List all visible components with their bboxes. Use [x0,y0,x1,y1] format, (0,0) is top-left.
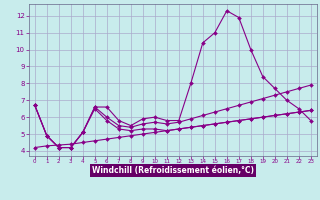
X-axis label: Windchill (Refroidissement éolien,°C): Windchill (Refroidissement éolien,°C) [92,166,254,175]
